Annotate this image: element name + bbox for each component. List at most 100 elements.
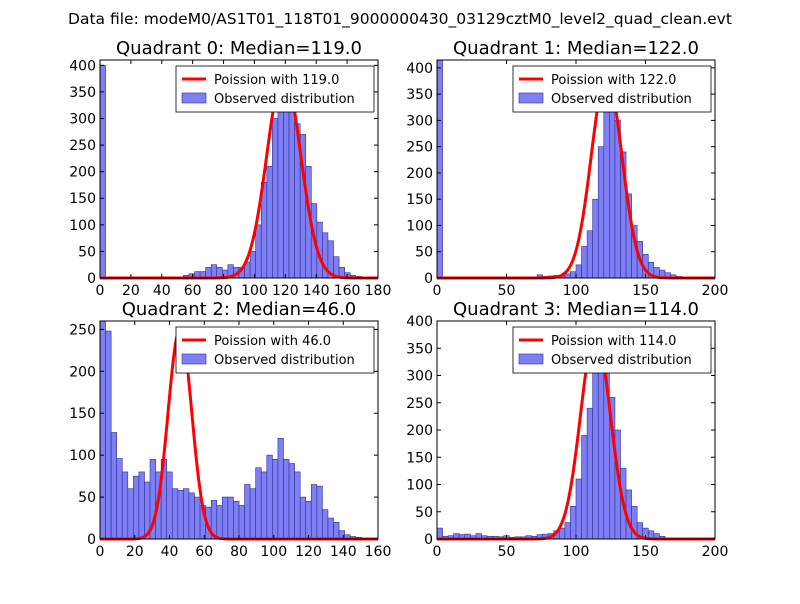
histogram-bar — [99, 320, 106, 540]
quadrant-0-legend: Poission with 119.0 Observed distribution — [175, 65, 375, 113]
x-tick-label: 80 — [230, 544, 248, 560]
y-tick-label: 200 — [406, 423, 433, 439]
histogram-bar — [305, 500, 312, 540]
x-tick-label: 40 — [153, 283, 171, 299]
legend-box — [175, 65, 375, 113]
y-tick-label: 300 — [406, 369, 433, 385]
quadrant-0-title: Quadrant 0: Median=119.0 — [116, 38, 362, 59]
x-tick-label: 20 — [126, 544, 144, 560]
quadrant-3-legend: Poission with 114.0 Observed distribution — [512, 326, 712, 374]
y-tick-label: 0 — [87, 271, 96, 287]
x-tick-label: 200 — [702, 283, 729, 299]
histogram-bar — [260, 471, 268, 540]
histogram-bar — [244, 484, 251, 540]
x-tick-label: 160 — [334, 283, 361, 299]
x-tick-label: 180 — [365, 283, 392, 299]
y-tick-label: 300 — [69, 111, 96, 127]
y-tick-label: 100 — [406, 478, 433, 494]
legend-label-poisson: Poission with 119.0 — [214, 73, 339, 88]
histogram-bar — [233, 500, 240, 540]
quadrant-2-title: Quadrant 2: Median=46.0 — [122, 299, 357, 320]
histogram-bar — [272, 459, 279, 540]
x-tick-label: 50 — [498, 544, 516, 560]
quadrant-2-bars — [99, 320, 362, 540]
histogram-bar — [171, 488, 179, 540]
legend-box — [512, 65, 712, 113]
quadrant-1-legend: Poission with 122.0 Observed distribution — [512, 65, 712, 113]
histogram-bar — [205, 267, 212, 279]
histogram-bar — [266, 454, 273, 540]
histogram-bar — [105, 330, 112, 540]
x-tick-label: 20 — [122, 283, 140, 299]
x-tick-label: 150 — [632, 544, 659, 560]
histogram-bar — [222, 496, 229, 540]
y-tick-label: 50 — [78, 244, 96, 260]
y-tick-label: 100 — [69, 218, 96, 234]
histogram-bar — [116, 458, 123, 540]
y-tick-label: 50 — [78, 490, 96, 506]
quadrant-3-chart: Quadrant 3: Median=114.0 0 50 100 150 200 0 50 1… — [406, 299, 728, 560]
y-tick-label: 100 — [69, 448, 96, 464]
y-tick-label: 50 — [415, 245, 433, 261]
histogram-bar — [570, 505, 577, 540]
histogram-bar — [436, 59, 443, 279]
legend-bar-swatch — [181, 353, 207, 365]
y-tick-label: 400 — [406, 61, 433, 77]
x-tick-label: 60 — [195, 544, 213, 560]
histogram-bar — [581, 246, 588, 279]
histogram-bar — [294, 471, 301, 540]
histogram-bar — [316, 485, 323, 540]
legend-label-observed: Observed distribution — [551, 353, 692, 368]
histogram-bar — [249, 488, 256, 540]
y-tick-label: 0 — [87, 532, 96, 548]
histogram-bar — [609, 83, 616, 279]
x-tick-label: 120 — [272, 283, 299, 299]
figure-title: Data file: modeM0/AS1T01_118T01_90000004… — [68, 10, 732, 29]
legend-label-observed: Observed distribution — [551, 92, 692, 107]
histogram-bar — [564, 273, 571, 279]
x-tick-label: 100 — [260, 544, 287, 560]
y-tick-label: 300 — [406, 113, 433, 129]
x-tick-label: 140 — [330, 544, 357, 560]
y-tick-label: 250 — [406, 396, 433, 412]
x-tick-label: 40 — [161, 544, 179, 560]
x-tick-label: 60 — [184, 283, 202, 299]
y-tick-label: 400 — [69, 58, 96, 74]
quadrant-0-axes-frame — [99, 59, 379, 279]
histogram-bar — [288, 102, 295, 279]
legend-bar-swatch — [518, 353, 544, 365]
x-tick-label: 100 — [563, 283, 590, 299]
quadrant-0-bars — [99, 65, 368, 279]
quadrant-0-chart: Quadrant 0: Median=119.00 20 40 60 80 100 120 1… — [69, 38, 391, 299]
y-tick-label: 50 — [415, 505, 433, 521]
histogram-bar — [177, 490, 184, 540]
histogram-bar — [564, 522, 571, 540]
legend-bar-swatch — [181, 92, 207, 104]
histogram-bar — [299, 496, 307, 540]
histogram-bar — [310, 484, 318, 540]
histogram-bar — [133, 475, 140, 540]
histogram-bar — [575, 478, 582, 540]
legend-bar-swatch — [518, 92, 544, 104]
x-tick-label: 0 — [433, 544, 442, 560]
histogram-bar — [272, 118, 279, 279]
histogram-bar — [238, 505, 245, 540]
histogram-bar — [266, 166, 273, 279]
histogram-bar — [110, 432, 117, 540]
histogram-bar — [575, 264, 582, 279]
histogram-bar — [227, 496, 234, 540]
y-tick-label: 150 — [406, 450, 433, 466]
x-tick-label: 50 — [498, 283, 516, 299]
quadrant-1-chart: Quadrant 1: Median=122.0 0 50 100 150 200 0 50 1… — [406, 38, 728, 299]
histogram-bar — [166, 471, 173, 540]
x-tick-label: 160 — [365, 544, 392, 560]
quadrant-2-chart: Quadrant 2: Median=46.0 0 20 40 60 80 100 120 14… — [69, 299, 391, 560]
y-tick-label: 200 — [69, 165, 96, 181]
histogram-bar — [216, 505, 223, 540]
x-tick-label: 0 — [433, 283, 442, 299]
histogram-bar — [255, 224, 262, 279]
legend-box — [175, 326, 375, 374]
x-tick-label: 0 — [96, 283, 105, 299]
